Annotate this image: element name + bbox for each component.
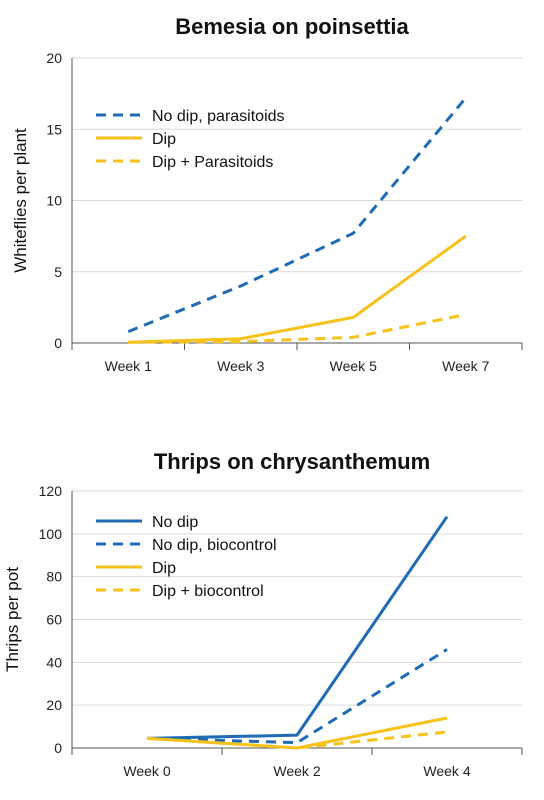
y-tick-label: 20 xyxy=(46,50,62,66)
legend-entry: Dip + biocontrol xyxy=(152,583,264,600)
y-tick-label: 80 xyxy=(46,569,62,585)
y-tick-label: 0 xyxy=(54,335,62,351)
legend-entry: No dip, biocontrol xyxy=(152,537,277,554)
x-tick-label: Week 5 xyxy=(330,358,377,374)
x-tick-label: Week 7 xyxy=(442,358,489,374)
series-line-3 xyxy=(128,313,467,344)
y-tick-label: 5 xyxy=(54,264,62,280)
y-tick-label: 100 xyxy=(39,526,63,542)
y-axis-label: Whiteflies per plant xyxy=(11,128,30,273)
series-line-3 xyxy=(146,716,448,750)
legend-entry: Dip + Parasitoids xyxy=(152,154,273,171)
series-line-2 xyxy=(146,648,448,745)
legend-entry: No dip, parasitoids xyxy=(152,108,285,125)
x-tick-label: Week 2 xyxy=(273,763,320,779)
y-axis-label: Thrips per pot xyxy=(3,567,22,672)
series-line-1 xyxy=(127,96,467,333)
y-tick-label: 20 xyxy=(46,697,62,713)
y-tick-label: 60 xyxy=(46,612,62,628)
legend-entry: No dip xyxy=(152,514,198,531)
chart-bemesia: 0 5 10 15 20 Week 1 Week 3 Week 5 Week 7 Whitefli… xyxy=(11,50,523,374)
y-tick-label: 0 xyxy=(54,740,62,756)
y-tick-label: 120 xyxy=(39,483,63,499)
y-tick-label: 10 xyxy=(46,193,62,209)
chart-title-thrips: Thrips on chrysanthemum xyxy=(153,449,431,474)
x-tick-label: Week 0 xyxy=(123,763,170,779)
x-tick-label: Week 1 xyxy=(105,358,152,374)
legend-entry: Dip xyxy=(152,131,176,148)
y-tick-label: 40 xyxy=(46,654,62,670)
x-tick-label: Week 3 xyxy=(217,358,264,374)
chart-title-bemesia: Bemesia on poinsettia xyxy=(175,14,409,39)
y-tick-label: 15 xyxy=(46,121,62,137)
legend-entry: Dip xyxy=(152,560,176,577)
series-line-1 xyxy=(146,515,449,740)
x-tick-label: Week 4 xyxy=(423,763,470,779)
